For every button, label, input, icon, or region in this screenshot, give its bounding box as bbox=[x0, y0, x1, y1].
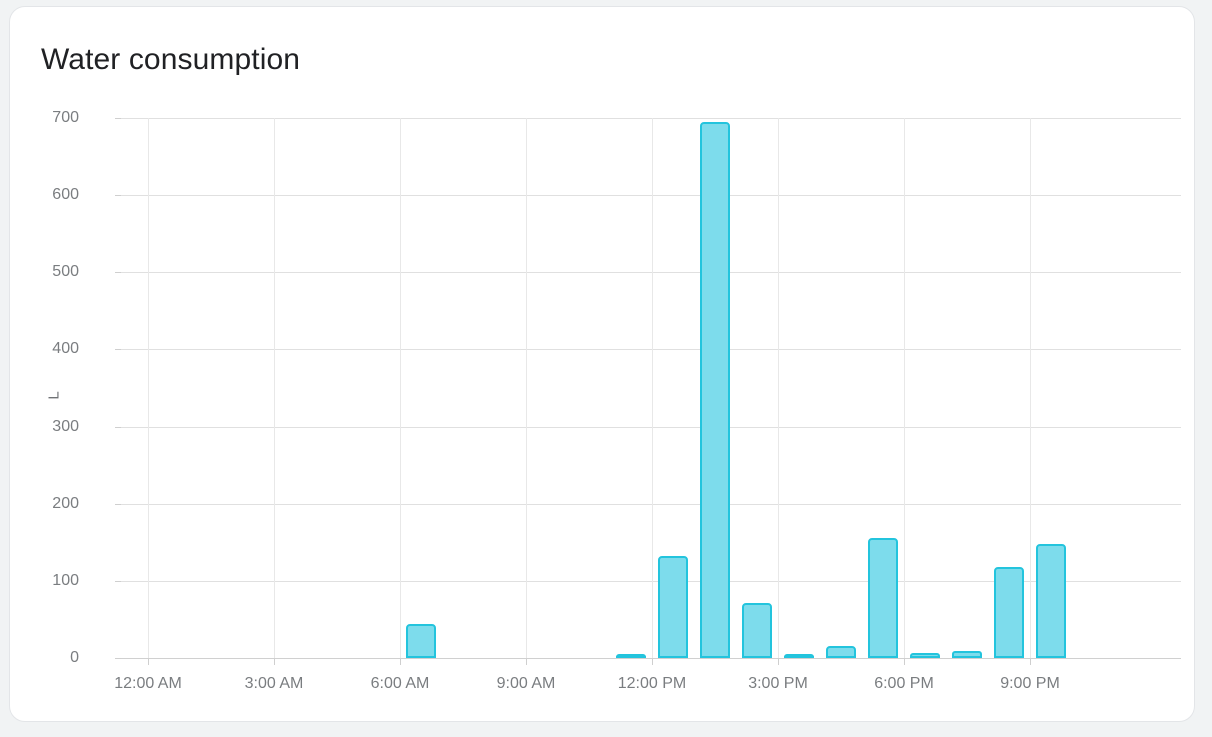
y-tick-mark bbox=[115, 195, 121, 197]
y-tick-label: 700 bbox=[52, 109, 79, 126]
y-tick-mark bbox=[115, 272, 121, 274]
x-tick-mark bbox=[274, 659, 275, 665]
y-tick-mark bbox=[115, 658, 121, 659]
gridline-y-400 bbox=[121, 349, 1181, 351]
gridline-y-200 bbox=[121, 503, 1181, 505]
gridline-y-700 bbox=[121, 118, 1181, 119]
x-tick-label: 9:00 AM bbox=[496, 675, 556, 692]
x-tick-label: 9:00 PM bbox=[1000, 675, 1060, 692]
y-tick-label: 600 bbox=[52, 186, 79, 204]
x-tick-mark bbox=[400, 659, 401, 665]
y-axis-title: L bbox=[45, 391, 63, 400]
x-tick-label: 3:00 PM bbox=[748, 675, 808, 692]
bar-chart-plot: 0 100 200 300 400 500 600 700 12:00 AM 3:00 AM 6:… bbox=[10, 7, 1196, 723]
gridline-x-12 bbox=[652, 118, 653, 658]
gridline-x-0 bbox=[148, 118, 149, 658]
x-tick-mark bbox=[778, 659, 779, 665]
bar[interactable] bbox=[868, 537, 898, 658]
x-tick-mark bbox=[526, 659, 527, 665]
water-consumption-card: Water consumption 0 100 200 300 400 500 600 700… bbox=[9, 6, 1195, 722]
bar[interactable] bbox=[700, 121, 730, 658]
x-tick-mark bbox=[904, 659, 905, 665]
gridline-y-0 bbox=[121, 658, 1181, 659]
gridline-y-100 bbox=[121, 580, 1181, 582]
bar[interactable] bbox=[994, 566, 1024, 658]
x-tick-label: 3:00 AM bbox=[244, 675, 304, 692]
y-tick-mark bbox=[115, 426, 121, 428]
y-tick-label: 0 bbox=[70, 649, 79, 666]
y-tick-label: 300 bbox=[52, 417, 79, 435]
x-tick-label: 6:00 AM bbox=[370, 675, 430, 692]
gridline-x-21 bbox=[1030, 118, 1031, 658]
y-tick-label: 400 bbox=[52, 340, 79, 358]
gridline-x-15 bbox=[778, 118, 779, 658]
x-tick-mark bbox=[148, 659, 149, 665]
gridline-x-9 bbox=[526, 118, 527, 658]
y-tick-label: 100 bbox=[52, 571, 79, 589]
bar[interactable] bbox=[910, 653, 940, 658]
bar[interactable] bbox=[406, 624, 436, 658]
bar[interactable] bbox=[658, 556, 688, 658]
y-tick-label: 200 bbox=[52, 494, 79, 512]
gridline-x-18 bbox=[904, 118, 905, 658]
y-tick-mark bbox=[115, 349, 121, 351]
x-tick-label: 12:00 AM bbox=[114, 675, 182, 692]
x-tick-label: 12:00 PM bbox=[617, 675, 687, 692]
bar[interactable] bbox=[952, 651, 982, 658]
page-title: Water consumption bbox=[41, 43, 301, 76]
gridline-x-6 bbox=[400, 118, 401, 658]
bar[interactable] bbox=[784, 654, 814, 658]
y-tick-mark bbox=[115, 580, 121, 582]
y-tick-mark bbox=[115, 503, 121, 505]
bar[interactable] bbox=[616, 654, 646, 658]
bar[interactable] bbox=[742, 603, 772, 658]
x-tick-label: 6:00 PM bbox=[874, 675, 934, 692]
bar[interactable] bbox=[826, 646, 856, 658]
gridline-y-300 bbox=[121, 426, 1181, 428]
y-tick-mark bbox=[115, 118, 121, 119]
gridline-x-3 bbox=[274, 118, 275, 658]
x-tick-mark bbox=[1030, 659, 1031, 665]
bar[interactable] bbox=[1036, 543, 1066, 658]
x-tick-mark bbox=[652, 659, 653, 665]
gridline-y-600 bbox=[121, 195, 1181, 197]
y-tick-label: 500 bbox=[52, 263, 79, 281]
gridline-y-500 bbox=[121, 272, 1181, 274]
